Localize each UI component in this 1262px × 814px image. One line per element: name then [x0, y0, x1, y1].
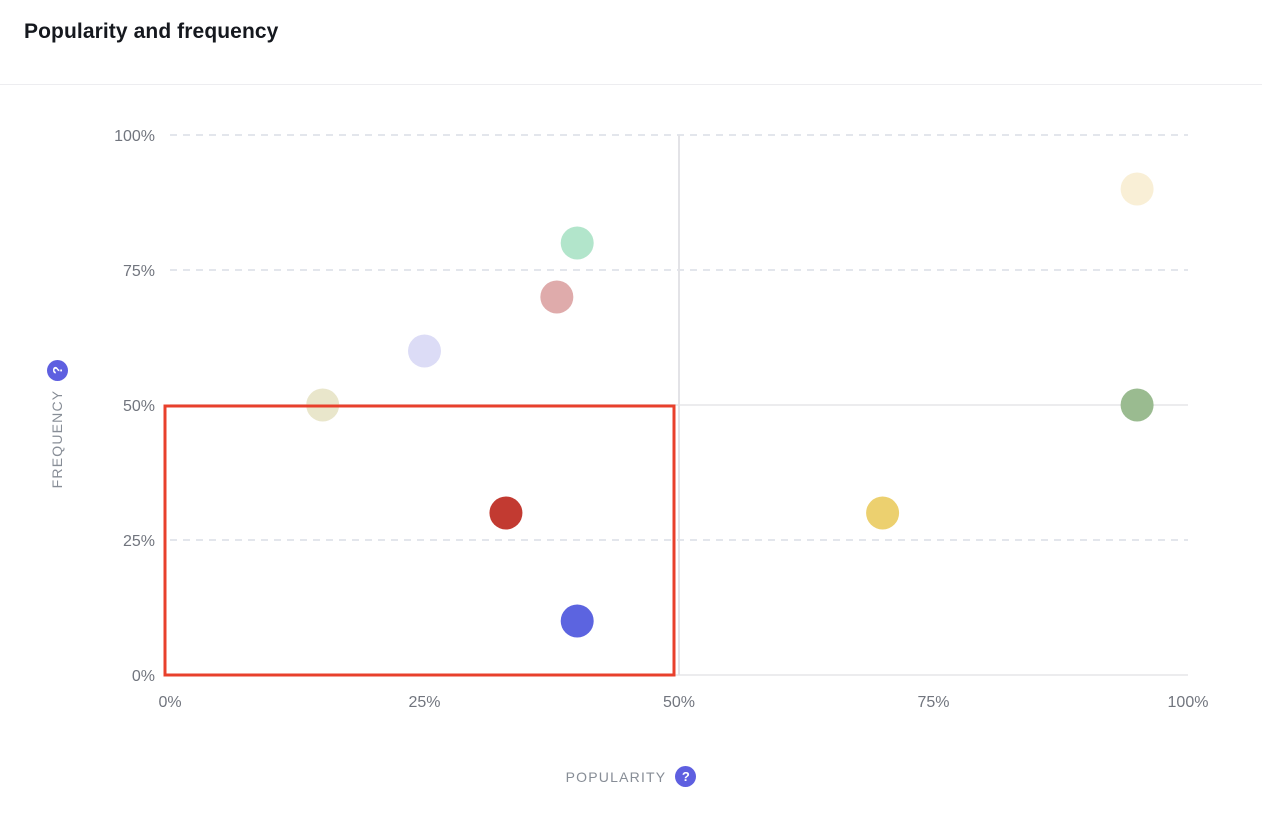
- panel-header: Popularity and frequency: [0, 0, 1262, 85]
- bubble-indigo[interactable]: [560, 604, 594, 638]
- x-tick-label-0: 0%: [158, 694, 181, 711]
- x-tick-label-100: 100%: [1168, 694, 1209, 711]
- frequency-help-icon[interactable]: ?: [46, 359, 68, 381]
- y-axis-label: FREQUENCY: [49, 389, 65, 489]
- y-tick-label-100: 100%: [114, 128, 155, 145]
- bubble-red[interactable]: [489, 496, 523, 530]
- highlight-region: [163, 404, 676, 677]
- y-tick-label-75: 75%: [123, 263, 155, 280]
- x-tick-label-50: 50%: [663, 694, 695, 711]
- bubble-mint[interactable]: [560, 226, 594, 260]
- bubble-cream[interactable]: [1120, 172, 1154, 206]
- bubble-lavender[interactable]: [408, 334, 441, 368]
- x-axis-label-group: POPULARITY ?: [0, 766, 1262, 787]
- y-tick-label-50: 50%: [123, 398, 155, 415]
- x-tick-label-75: 75%: [917, 694, 949, 711]
- bubble-green[interactable]: [1120, 388, 1154, 422]
- bubble-yellow[interactable]: [866, 496, 900, 530]
- y-tick-label-25: 25%: [123, 533, 155, 550]
- x-tick-label-25: 25%: [408, 694, 440, 711]
- popularity-help-icon[interactable]: ?: [675, 766, 697, 787]
- y-axis-label-group: FREQUENCY ?: [45, 349, 69, 499]
- panel-title: Popularity and frequency: [24, 20, 279, 43]
- bubble-rose[interactable]: [540, 280, 574, 314]
- y-tick-label-0: 0%: [132, 668, 155, 685]
- x-axis-label: POPULARITY: [565, 768, 667, 785]
